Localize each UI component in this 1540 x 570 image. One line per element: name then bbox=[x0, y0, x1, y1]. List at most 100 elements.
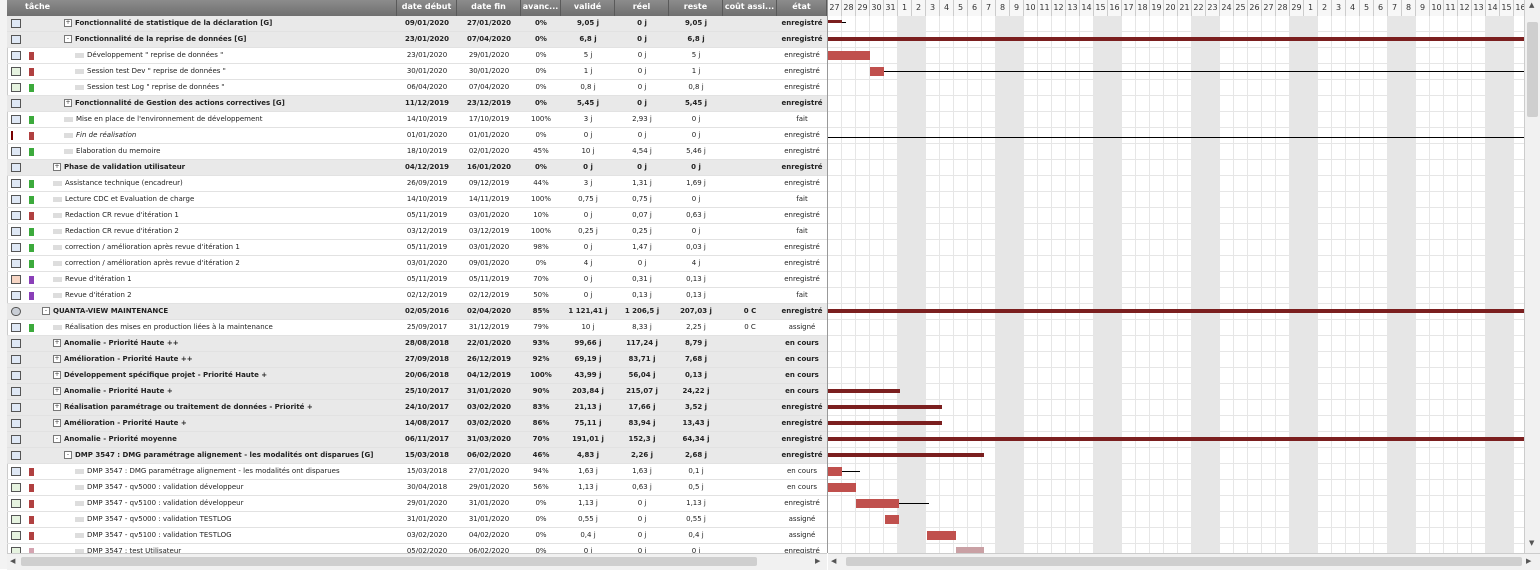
gantt-horizontal-scroll-thumb[interactable] bbox=[846, 557, 1522, 566]
collapse-icon[interactable]: - bbox=[53, 435, 61, 443]
grid-horizontal-scroll-thumb[interactable] bbox=[21, 557, 757, 566]
table-row[interactable]: correction / amélioration après revue d'… bbox=[7, 240, 827, 256]
task-name[interactable]: Assistance technique (encadreur) bbox=[65, 179, 183, 187]
task-name[interactable]: Fonctionnalité de Gestion des actions co… bbox=[75, 99, 285, 107]
expand-icon[interactable]: + bbox=[53, 403, 61, 411]
gantt-task-bar[interactable] bbox=[856, 499, 899, 508]
task-name[interactable]: Session test Dev " reprise de données " bbox=[87, 67, 226, 75]
task-name[interactable]: Fonctionnalité de la reprise de données … bbox=[75, 35, 247, 43]
table-row[interactable]: DMP 3547 - qv5100 : validation développe… bbox=[7, 496, 827, 512]
task-name[interactable]: Réalisation paramétrage ou traitement de… bbox=[64, 403, 313, 411]
task-name[interactable]: DMP 3547 : DMG paramétrage alignement - … bbox=[87, 467, 340, 475]
gantt-summary-bar[interactable] bbox=[828, 453, 984, 457]
gantt-task-bar[interactable] bbox=[956, 547, 984, 553]
table-row[interactable]: + Fonctionnalité de statistique de la déc… bbox=[7, 16, 827, 32]
table-row[interactable]: Revue d'itération 1 05/11/2019 05/11/2019 7… bbox=[7, 272, 827, 288]
task-name[interactable]: correction / amélioration après revue d'… bbox=[65, 243, 240, 251]
table-row[interactable]: + Réalisation paramétrage ou traitement d… bbox=[7, 400, 827, 416]
table-row[interactable]: + Anomalie - Priorité Haute + 25/10/2017 31… bbox=[7, 384, 827, 400]
table-row[interactable]: Lecture CDC et Evaluation de charge 14/10… bbox=[7, 192, 827, 208]
table-row[interactable]: - DMP 3547 : DMG paramétrage alignement -… bbox=[7, 448, 827, 464]
gantt-summary-bar[interactable] bbox=[828, 389, 900, 393]
table-row[interactable]: + Amélioration - Priorité Haute ++ 27/09/2… bbox=[7, 352, 827, 368]
table-row[interactable]: Session test Dev " reprise de données " 3… bbox=[7, 64, 827, 80]
table-row[interactable]: DMP 3547 - qv5000 : validation développe… bbox=[7, 480, 827, 496]
table-row[interactable]: Revue d'itération 2 02/12/2019 02/12/2019 5… bbox=[7, 288, 827, 304]
expand-icon[interactable]: + bbox=[53, 163, 61, 171]
expand-icon[interactable]: + bbox=[53, 355, 61, 363]
table-row[interactable]: DMP 3547 - qv5100 : validation TESTLOG 03… bbox=[7, 528, 827, 544]
table-row[interactable]: DMP 3547 : test Utilisateur 05/02/2020 06/… bbox=[7, 544, 827, 553]
table-row[interactable]: Elaboration du memoire 18/10/2019 02/01/20… bbox=[7, 144, 827, 160]
task-name[interactable]: Développement " reprise de données " bbox=[87, 51, 224, 59]
table-row[interactable]: Session test Log " reprise de données " 0… bbox=[7, 80, 827, 96]
gantt-summary-bar[interactable] bbox=[828, 20, 842, 23]
expand-icon[interactable]: + bbox=[64, 19, 72, 27]
table-row[interactable]: Mise en place de l'environnement de déve… bbox=[7, 112, 827, 128]
table-row[interactable]: correction / amélioration après revue d'… bbox=[7, 256, 827, 272]
table-row[interactable]: Redaction CR revue d'itération 1 05/11/20… bbox=[7, 208, 827, 224]
task-name[interactable]: Redaction CR revue d'itération 1 bbox=[65, 211, 179, 219]
scroll-left-icon[interactable]: ◀ bbox=[10, 557, 16, 565]
table-row[interactable]: Assistance technique (encadreur) 26/09/20… bbox=[7, 176, 827, 192]
table-row[interactable]: - QUANTA-VIEW MAINTENANCE 02/05/2016 02/04/… bbox=[7, 304, 827, 320]
gantt-task-bar[interactable] bbox=[828, 483, 856, 492]
col-header-reste[interactable]: reste bbox=[669, 0, 723, 16]
col-header-reel[interactable]: réel bbox=[615, 0, 669, 16]
expand-icon[interactable]: + bbox=[53, 387, 61, 395]
gantt-task-bar[interactable] bbox=[885, 515, 899, 524]
task-name[interactable]: DMP 3547 - qv5000 : validation développe… bbox=[87, 483, 244, 491]
task-name[interactable]: Amélioration - Priorité Haute + bbox=[64, 419, 187, 427]
scroll-up-icon[interactable]: ▲ bbox=[1529, 1, 1535, 9]
col-header-valide[interactable]: validé bbox=[561, 0, 615, 16]
col-header-date-debut[interactable]: date début bbox=[397, 0, 457, 16]
expand-icon[interactable]: + bbox=[53, 371, 61, 379]
table-row[interactable]: DMP 3547 : DMG paramétrage alignement - … bbox=[7, 464, 827, 480]
gantt-summary-bar[interactable] bbox=[828, 405, 942, 409]
task-name[interactable]: Revue d'itération 2 bbox=[65, 291, 132, 299]
col-header-etat[interactable]: état bbox=[777, 0, 827, 16]
table-row[interactable]: Redaction CR revue d'itération 2 03/12/20… bbox=[7, 224, 827, 240]
task-name[interactable]: Revue d'itération 1 bbox=[65, 275, 132, 283]
task-name[interactable]: Lecture CDC et Evaluation de charge bbox=[65, 195, 195, 203]
task-name[interactable]: Elaboration du memoire bbox=[76, 147, 161, 155]
table-row[interactable]: Fin de réalisation 01/01/2020 01/01/2020 0%… bbox=[7, 128, 827, 144]
task-name[interactable]: DMP 3547 - qv5100 : validation développe… bbox=[87, 499, 244, 507]
collapse-icon[interactable]: - bbox=[64, 35, 72, 43]
task-name[interactable]: Amélioration - Priorité Haute ++ bbox=[64, 355, 193, 363]
task-name[interactable]: Mise en place de l'environnement de déve… bbox=[76, 115, 263, 123]
gantt-summary-bar[interactable] bbox=[828, 421, 942, 425]
gantt-task-bar[interactable] bbox=[828, 51, 870, 60]
gantt-task-bar[interactable] bbox=[870, 67, 884, 76]
gantt-summary-bar[interactable] bbox=[828, 309, 1524, 313]
expand-icon[interactable]: + bbox=[53, 419, 61, 427]
task-name[interactable]: Session test Log " reprise de données " bbox=[87, 83, 225, 91]
table-row[interactable]: - Fonctionnalité de la reprise de données… bbox=[7, 32, 827, 48]
task-name[interactable]: Fin de réalisation bbox=[76, 131, 137, 139]
task-name[interactable]: Redaction CR revue d'itération 2 bbox=[65, 227, 179, 235]
task-name[interactable]: Réalisation des mises en production liée… bbox=[65, 323, 273, 331]
gantt-scroll-right-icon[interactable]: ▶ bbox=[1526, 557, 1532, 565]
gantt-summary-bar[interactable] bbox=[828, 37, 1524, 41]
gantt-task-bar[interactable] bbox=[828, 467, 842, 476]
table-row[interactable]: + Amélioration - Priorité Haute + 14/08/20… bbox=[7, 416, 827, 432]
table-row[interactable]: + Fonctionnalité de Gestion des actions c… bbox=[7, 96, 827, 112]
task-name[interactable]: Anomalie - Priorité moyenne bbox=[64, 435, 177, 443]
table-row[interactable]: - Anomalie - Priorité moyenne 06/11/2017 31… bbox=[7, 432, 827, 448]
task-name[interactable]: QUANTA-VIEW MAINTENANCE bbox=[53, 307, 169, 315]
gantt-scroll-left-icon[interactable]: ◀ bbox=[831, 557, 837, 565]
table-row[interactable]: + Phase de validation utilisateur 04/12/20… bbox=[7, 160, 827, 176]
task-name[interactable]: Fonctionnalité de statistique de la décl… bbox=[75, 19, 273, 27]
gantt-horizontal-scrollbar[interactable]: ◀ ▶ bbox=[828, 553, 1540, 570]
table-row[interactable]: DMP 3547 - qv5000 : validation TESTLOG 31… bbox=[7, 512, 827, 528]
task-name[interactable]: Phase de validation utilisateur bbox=[64, 163, 186, 171]
task-name[interactable]: correction / amélioration après revue d'… bbox=[65, 259, 240, 267]
gantt-task-bar[interactable] bbox=[927, 531, 956, 540]
col-header-date-fin[interactable]: date fin bbox=[457, 0, 521, 16]
grid-horizontal-scrollbar[interactable]: ◀ ▶ bbox=[7, 553, 827, 570]
expand-icon[interactable]: + bbox=[53, 339, 61, 347]
gantt-summary-bar[interactable] bbox=[828, 437, 1524, 441]
expand-icon[interactable]: + bbox=[64, 99, 72, 107]
collapse-icon[interactable]: - bbox=[64, 451, 72, 459]
task-name[interactable]: DMP 3547 : DMG paramétrage alignement - … bbox=[75, 451, 374, 459]
